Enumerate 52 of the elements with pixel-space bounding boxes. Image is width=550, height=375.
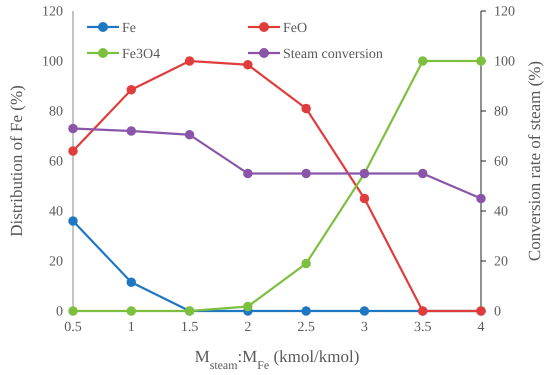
x-tick-label: 1.5 bbox=[180, 320, 198, 335]
point bbox=[418, 56, 428, 66]
y2-tick-label: 120 bbox=[494, 4, 515, 20]
y2-tick-label: 100 bbox=[494, 54, 515, 70]
x-axis-title: M$_{steam}$:M$_{Fe}$ (kmol/kmol) bbox=[194, 347, 360, 372]
point bbox=[360, 306, 370, 316]
point bbox=[301, 104, 311, 114]
x-tick-label: 0.5 bbox=[64, 320, 82, 335]
point bbox=[68, 146, 78, 156]
point bbox=[68, 216, 78, 226]
point bbox=[301, 258, 311, 268]
point bbox=[301, 168, 311, 178]
point bbox=[243, 302, 253, 312]
legend-label: Fe3O4 bbox=[122, 47, 160, 62]
point bbox=[243, 60, 253, 70]
y-tick-label: 120 bbox=[42, 4, 63, 20]
y-tick-label: 0 bbox=[56, 304, 63, 320]
y2-tick-label: 60 bbox=[494, 154, 508, 170]
y-tick-label: 100 bbox=[42, 54, 63, 70]
y2-axis-title: Conversion rate of steam (%) bbox=[525, 60, 544, 262]
point bbox=[301, 306, 311, 316]
x-tick-label: 2 bbox=[244, 320, 252, 335]
y-tick-label: 60 bbox=[49, 154, 63, 170]
x-tick-label: 1 bbox=[128, 320, 135, 335]
point bbox=[126, 126, 136, 136]
point bbox=[68, 306, 78, 316]
legend-label: FeO bbox=[283, 21, 308, 36]
y-tick-label: 40 bbox=[49, 204, 63, 220]
x-tick-label: 4 bbox=[478, 320, 484, 335]
point bbox=[184, 130, 194, 140]
point bbox=[126, 85, 136, 94]
y2-tick-label: 20 bbox=[494, 254, 508, 270]
x-tick-label: 2.5 bbox=[297, 320, 315, 335]
point bbox=[418, 168, 428, 178]
y2-tick-label: 80 bbox=[494, 104, 508, 120]
x-tick-label: 3 bbox=[360, 320, 368, 335]
legend-label: Fe bbox=[122, 21, 136, 36]
point bbox=[243, 168, 253, 178]
y-tick-label: 20 bbox=[49, 254, 63, 270]
x-tick-label: 3.5 bbox=[414, 320, 432, 335]
point bbox=[126, 306, 136, 316]
y-axis-title: Distribution of Fe (%) bbox=[7, 85, 26, 237]
point bbox=[476, 194, 486, 204]
point bbox=[360, 194, 370, 204]
point bbox=[184, 56, 194, 66]
y2-tick-label: 0 bbox=[494, 304, 501, 320]
point bbox=[68, 124, 78, 134]
point bbox=[476, 56, 486, 66]
legend-label: Steam conversion bbox=[283, 47, 383, 62]
y2-tick-label: 40 bbox=[494, 204, 508, 220]
point bbox=[126, 278, 136, 287]
y-tick-label: 80 bbox=[49, 104, 63, 120]
